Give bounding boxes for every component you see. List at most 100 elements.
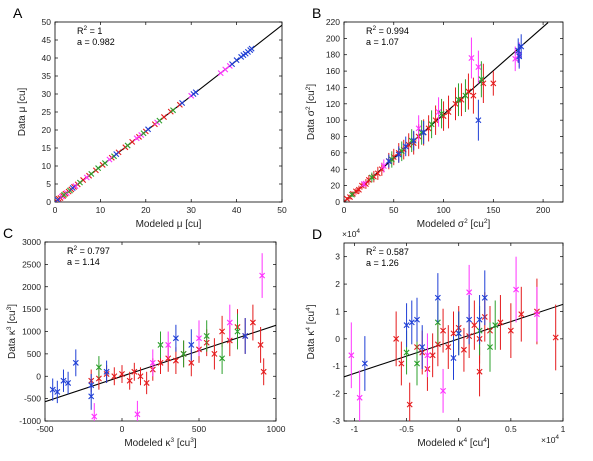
data-point: [361, 360, 368, 367]
data-point: [257, 341, 264, 348]
y-tick-label: -3: [332, 416, 340, 426]
data-point: [406, 401, 413, 408]
y-tick-label: 40: [331, 164, 341, 174]
x-exponent-label: ×104: [541, 434, 559, 445]
data-point: [242, 332, 249, 339]
y-tick-label: 2: [335, 279, 340, 289]
data-point: [188, 341, 195, 348]
data-point: [219, 328, 226, 335]
y-tick-label: -2: [332, 389, 340, 399]
series-3: [361, 270, 488, 391]
data-point: [466, 289, 473, 296]
data-point: [450, 355, 457, 362]
r-squared-annotation: R2 = 0.994: [366, 25, 409, 36]
series-2: [403, 300, 499, 386]
panel-letter: C: [3, 225, 13, 241]
data-point: [414, 316, 420, 323]
data-point: [450, 330, 457, 337]
data-point: [101, 160, 108, 167]
x-tick-label: 200: [536, 205, 550, 215]
x-tick-label: -0.5: [399, 424, 414, 434]
data-point: [420, 129, 427, 136]
data-point: [478, 76, 485, 83]
panel-letter: B: [312, 5, 321, 21]
panel-c: -500 0 500 1000-1000-5000500100015002000250…: [3, 225, 286, 449]
x-tick-label: 1000: [267, 424, 286, 434]
data-point: [88, 170, 95, 177]
series-2: [95, 313, 241, 379]
y-axis-label: Data κ4 [cu4]: [305, 304, 317, 359]
data-point: [131, 368, 138, 375]
data-point: [192, 89, 199, 96]
series-1: [348, 256, 540, 421]
y-tick-label: 500: [27, 349, 41, 359]
data-point: [233, 57, 240, 64]
data-point: [395, 151, 402, 158]
data-point: [419, 344, 426, 351]
slope-annotation: a = 0.982: [77, 37, 115, 47]
x-tick-label: -500: [36, 424, 53, 434]
data-point: [434, 294, 441, 301]
y-tick-label: -1000: [19, 416, 41, 426]
y-tick-label: 35: [42, 71, 52, 81]
data-point: [95, 165, 102, 172]
y-axis-label: Data σ2 [cu2]: [305, 84, 317, 140]
data-point: [513, 286, 520, 293]
data-point: [172, 335, 179, 342]
data-point: [552, 334, 559, 341]
data-point: [55, 196, 61, 202]
y-tick-label: 60: [331, 148, 341, 158]
y-tick-label: 220: [326, 17, 340, 27]
series-3: [55, 45, 255, 202]
data-point: [119, 371, 125, 378]
x-tick-label: -1: [351, 424, 359, 434]
y-tick-label: 15: [42, 143, 52, 153]
x-axis-label: Modeled σ2 [cu2]: [417, 218, 491, 230]
x-tick-label: 20: [141, 205, 151, 215]
y-tick-label: 0: [335, 197, 340, 207]
y-tick-label: 20: [42, 125, 52, 135]
data-point: [435, 109, 442, 115]
data-point: [452, 100, 459, 107]
series-0: [88, 304, 267, 395]
data-point: [356, 394, 363, 401]
slope-annotation: a = 1.14: [67, 257, 100, 267]
x-tick-label: 0: [120, 424, 125, 434]
y-tick-label: 180: [326, 50, 340, 60]
y-tick-label: 100: [326, 115, 340, 125]
data-point: [438, 110, 445, 117]
data-point: [466, 316, 473, 323]
data-point: [133, 135, 140, 142]
x-tick-label: 500: [192, 424, 206, 434]
data-point: [113, 151, 120, 158]
data-point: [259, 272, 266, 279]
data-point: [462, 92, 469, 99]
data-point: [226, 319, 233, 326]
data-point: [49, 386, 56, 393]
data-point: [410, 137, 417, 144]
data-point: [83, 174, 90, 181]
data-point: [61, 191, 68, 198]
data-point: [380, 163, 387, 169]
data-point: [180, 350, 187, 357]
y-axis-label: Data κ3 [cu3]: [6, 304, 18, 359]
data-point: [455, 96, 462, 103]
data-point: [460, 346, 467, 353]
data-point: [515, 47, 522, 54]
x-tick-label: 100: [436, 205, 450, 215]
x-tick-label: 0: [456, 424, 461, 434]
data-point: [170, 107, 177, 114]
data-point: [398, 360, 405, 367]
data-point: [129, 138, 136, 145]
data-point: [465, 88, 472, 95]
data-point: [344, 195, 350, 202]
data-point: [106, 156, 113, 163]
data-point: [355, 186, 362, 193]
series-1: [91, 253, 266, 421]
y-tick-label: 45: [42, 35, 52, 45]
data-point: [134, 411, 141, 418]
data-point: [248, 45, 255, 52]
data-point: [518, 311, 525, 318]
data-point: [425, 125, 432, 132]
x-axis-label: Modeled μ [cu]: [136, 219, 202, 230]
